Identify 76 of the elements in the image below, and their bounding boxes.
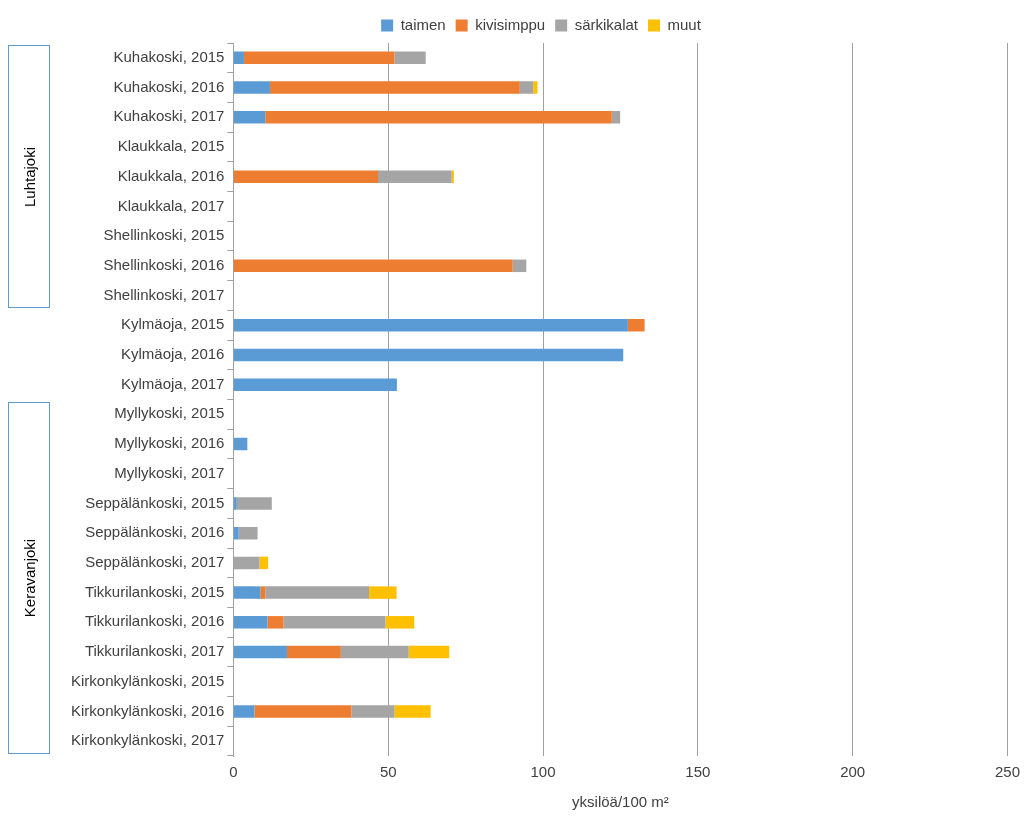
- group-outline-box: Keravanjoki: [8, 401, 50, 754]
- bar: [238, 526, 258, 540]
- bar: [408, 645, 450, 659]
- y-tick-label: Seppälänkoski, 2016: [85, 523, 225, 541]
- x-tick-label: 150: [685, 763, 711, 781]
- bar: [233, 111, 266, 124]
- y-tick-label: Shellinkoski, 2015: [103, 226, 225, 244]
- y-tick-label: Klaukkala, 2016: [117, 166, 225, 184]
- bar: [233, 645, 287, 659]
- legend-label: muut: [667, 15, 702, 33]
- bar: [265, 586, 370, 599]
- bar: [512, 259, 527, 273]
- x-tick-label: 100: [530, 763, 556, 781]
- y-tick-label: Tikkurilankoski, 2016: [84, 612, 225, 630]
- y-tick-label: Kirkonkylänkoski, 2017: [70, 731, 225, 749]
- bar: [267, 616, 284, 629]
- bar: [369, 586, 397, 599]
- bar: [233, 348, 624, 362]
- y-tick-label: Myllykoski, 2015: [114, 404, 225, 422]
- legend-label: särkikalat: [574, 15, 639, 33]
- bar: [236, 497, 272, 510]
- y-tick-label: Shellinkoski, 2016: [103, 255, 225, 273]
- bar: [451, 170, 454, 183]
- y-tick-label: Kuhakoski, 2017: [113, 107, 225, 125]
- bar: [533, 81, 538, 94]
- bar: [627, 318, 645, 332]
- y-tick-label: Shellinkoski, 2017: [103, 285, 225, 303]
- bar: [265, 111, 612, 124]
- bar: [233, 378, 397, 391]
- bar: [394, 705, 431, 718]
- y-tick-label: Kylmäoja, 2016: [121, 345, 225, 363]
- y-tick-label: Klaukkala, 2017: [117, 196, 225, 214]
- bar: [233, 616, 268, 629]
- y-tick-label: Myllykoski, 2016: [114, 434, 225, 452]
- y-tick-label: Seppälänkoski, 2015: [85, 493, 225, 511]
- bar: [233, 497, 237, 510]
- y-tick-label: Kirkonkylänkoski, 2016: [70, 701, 225, 719]
- bar: [243, 51, 395, 65]
- y-tick-label: Kirkonkylänkoski, 2015: [70, 671, 225, 689]
- bar: [385, 616, 415, 629]
- bar: [233, 586, 261, 599]
- bar: [519, 81, 534, 94]
- bar: [233, 170, 379, 183]
- group-outline-box: Luhtajoki: [8, 45, 50, 309]
- y-tick-label: Seppälänkoski, 2017: [85, 553, 225, 571]
- bar: [286, 645, 341, 659]
- y-tick-label: Tikkurilankoski, 2017: [84, 642, 225, 660]
- y-tick-label: Tikkurilankoski, 2015: [84, 582, 225, 600]
- bar: [260, 586, 266, 599]
- x-tick-label: 250: [994, 763, 1020, 781]
- bar: [283, 616, 386, 629]
- bar: [233, 556, 260, 570]
- bar: [233, 526, 239, 540]
- y-tick-label: Kuhakoski, 2015: [113, 47, 225, 65]
- legend-label: taimen: [400, 15, 446, 33]
- bar: [259, 556, 269, 570]
- y-tick-label: Kuhakoski, 2016: [113, 77, 225, 95]
- x-tick-label: 200: [840, 763, 866, 781]
- legend-label: kivisimppu: [475, 15, 546, 33]
- bar: [233, 318, 628, 332]
- y-tick-label: Myllykoski, 2017: [114, 463, 225, 481]
- y-tick-label: Kylmäoja, 2017: [121, 374, 225, 392]
- y-tick-label: Klaukkala, 2015: [117, 137, 225, 155]
- bar: [233, 437, 248, 451]
- x-tick-label: 0: [229, 763, 238, 781]
- x-axis-title: yksilöä/100 m²: [572, 793, 669, 811]
- bar: [254, 705, 352, 718]
- x-tick-label: 50: [379, 763, 397, 781]
- bar: [233, 705, 255, 718]
- bar: [233, 259, 513, 273]
- bar: [269, 81, 520, 94]
- bar: [233, 51, 244, 65]
- bar: [233, 81, 270, 94]
- bar: [611, 111, 621, 124]
- y-tick-label: Kylmäoja, 2015: [121, 315, 225, 333]
- bar: [394, 51, 426, 65]
